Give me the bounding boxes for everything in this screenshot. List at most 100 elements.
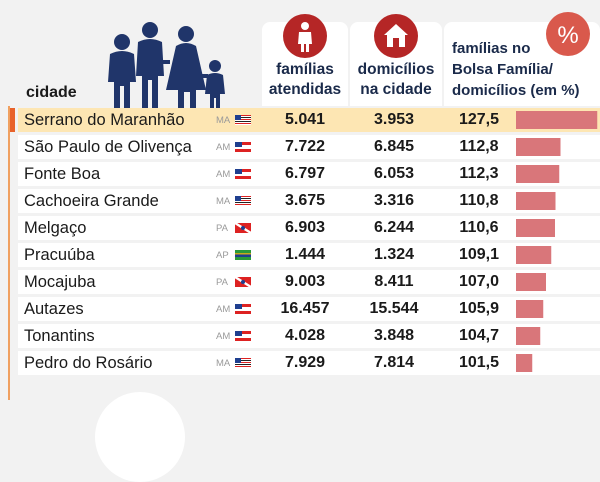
ratio-bar [516,192,556,210]
ratio-bar [516,138,561,156]
state-abbr: AM [216,142,231,153]
table-row: Cachoeira Grande MA 3.675 3.316 110,8 [18,189,600,213]
decorative-circle [95,392,185,482]
families-value: 6.903 [284,219,326,236]
ratio-bar-cell [516,165,560,183]
percent-icon: % [546,12,590,56]
state-flag-icon [235,223,251,233]
state-abbr: AM [216,304,231,315]
city-name: Fonte Boa [24,165,101,183]
households-header-label: domicílios na cidade [357,61,435,98]
state-flag-icon [235,142,251,152]
city-name: Pedro do Rosário [24,354,153,372]
ratio-bar-cell [516,111,598,129]
table-row: Autazes AM 16.457 15.544 105,9 [18,297,600,321]
city-name: Autazes [24,300,84,318]
table-row: Tonantins AM 4.028 3.848 104,7 [18,324,600,348]
share-header-label: famílias no Bolsa Família/ domicílios (e… [452,40,580,99]
ratio-bar [516,246,552,264]
ratio-bar [516,273,546,291]
ratio-bar-cell [516,327,541,345]
ratio-value: 127,5 [458,111,500,128]
table-row: Pracuúba AP 1.444 1.324 109,1 [18,243,600,267]
state-flag-icon [235,115,251,125]
state-abbr: MA [216,358,231,369]
svg-text:%: % [557,22,578,49]
ratio-bar [516,219,555,237]
city-name: Melgaço [24,219,87,237]
households-value: 6.244 [373,219,415,236]
city-name: São Paulo de Olivença [24,138,192,156]
table-row: São Paulo de Olivença AM 7.722 6.845 112,8 [18,135,600,159]
families-value: 9.003 [284,273,326,290]
households-value: 1.324 [373,246,415,263]
ratio-value: 112,3 [459,165,499,182]
state-abbr: MA [216,115,231,126]
households-value: 8.411 [374,273,414,290]
families-header: famílias atendidas [262,14,348,106]
families-value: 5.041 [284,111,326,128]
state-flag-icon [235,196,251,206]
families-header-label: famílias atendidas [268,61,342,98]
ratio-value: 104,7 [458,327,500,344]
ratio-bar [516,327,541,345]
state-flag-icon [235,304,251,314]
state-flag-icon [235,169,251,179]
households-value: 15.544 [369,300,419,317]
state-abbr: PA [216,277,228,288]
ratio-bar-cell [516,354,533,372]
ratio-bar-cell [516,138,561,156]
table-row: Fonte Boa AM 6.797 6.053 112,3 [18,162,600,186]
state-flag-icon [235,331,251,341]
ratio-bar-cell [516,246,552,264]
households-value: 6.845 [373,138,415,155]
table-row: Mocajuba PA 9.003 8.411 107,0 [18,270,600,294]
families-value: 3.675 [284,192,326,209]
ratio-bar-cell [516,300,544,318]
city-name: Mocajuba [24,273,96,291]
state-abbr: MA [216,196,231,207]
families-value: 7.929 [284,354,326,371]
table-row: Melgaço PA 6.903 6.244 110,6 [18,216,600,240]
ratio-value: 101,5 [458,354,500,371]
ratio-bar-cell [516,192,556,210]
city-column-header: cidade [26,84,77,101]
person-icon [283,14,327,58]
city-name: Serrano do Maranhão [24,111,185,129]
city-name: Pracuúba [24,246,95,264]
ratio-bar [516,165,560,183]
state-flag-icon [235,250,251,260]
highlight-marker [10,108,15,132]
ratio-value: 109,1 [458,246,500,263]
ratio-value: 110,8 [459,192,499,209]
households-value: 3.316 [373,192,415,209]
state-abbr: AP [216,250,229,261]
ratio-value: 110,6 [459,219,499,236]
ratio-bar-cell [516,219,555,237]
families-value: 6.797 [284,165,326,182]
share-header: % famílias no Bolsa Família/ domicílios … [444,12,600,106]
city-name: Tonantins [24,327,95,345]
state-abbr: AM [216,169,231,180]
state-abbr: PA [216,223,228,234]
table-row: Serrano do Maranhão MA 5.041 3.953 127,5 [10,108,600,132]
ratio-value: 105,9 [458,300,500,317]
households-header: domicílios na cidade [350,14,442,106]
families-value: 4.028 [284,327,326,344]
households-value: 7.814 [373,354,415,371]
families-value: 7.722 [284,138,326,155]
state-flag-icon [235,358,251,368]
ratio-bar [516,111,598,129]
state-abbr: AM [216,331,231,342]
data-table: Serrano do Maranhão MA 5.041 3.953 127,5 São … [10,108,600,378]
table-row: Pedro do Rosário MA 7.929 7.814 101,5 [18,351,600,375]
ratio-value: 107,0 [458,273,500,290]
family-icon [100,20,240,112]
city-name: Cachoeira Grande [24,192,159,210]
ratio-bar-cell [516,273,546,291]
households-value: 3.953 [373,111,415,128]
households-value: 6.053 [373,165,415,182]
state-flag-icon [235,277,251,287]
families-value: 16.457 [280,300,330,317]
households-value: 3.848 [373,327,415,344]
